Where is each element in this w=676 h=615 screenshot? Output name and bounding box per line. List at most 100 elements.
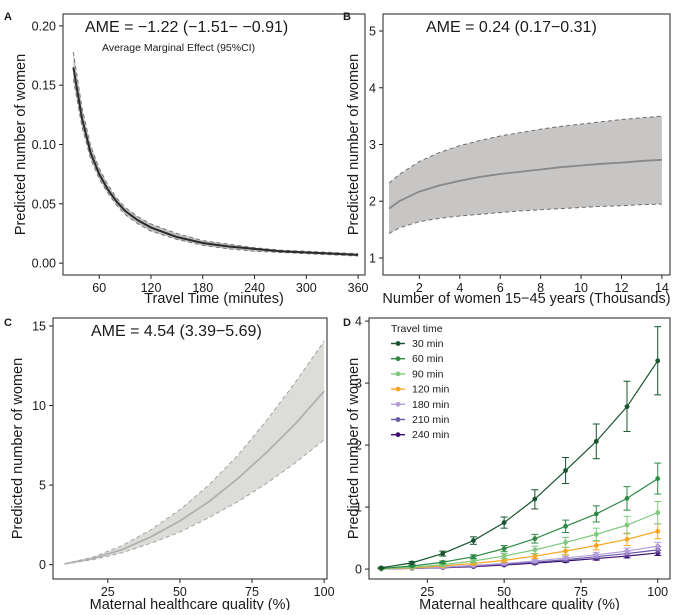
data-point xyxy=(593,543,599,548)
data-point xyxy=(471,538,476,543)
data-point xyxy=(655,476,661,481)
panel-letter: B xyxy=(343,11,351,23)
y-tick-label: 10 xyxy=(32,399,46,413)
legend-swatch-point xyxy=(395,356,401,362)
x-tick-label: 12 xyxy=(615,281,629,295)
y-tick-label: 0.20 xyxy=(32,19,56,33)
data-point xyxy=(409,560,415,566)
x-tick-label: 60 xyxy=(92,281,106,295)
data-point xyxy=(655,528,661,534)
data-point xyxy=(563,555,568,561)
confidence-band xyxy=(64,341,325,565)
data-point xyxy=(532,553,538,559)
y-tick-label: 1 xyxy=(369,251,376,265)
panel-a: A 60 120 180 240 300 360 0.00 0.05 0.10 0.15 0.20 Tr… xyxy=(4,11,369,307)
ame-annotation: AME = −1.22 (−1.51− −0.91) xyxy=(85,19,288,36)
data-point xyxy=(440,551,446,556)
panel-letter: A xyxy=(4,11,12,23)
legend-swatch-point xyxy=(395,341,401,346)
x-tick-label: 100 xyxy=(314,585,335,599)
upper-bound-line xyxy=(64,340,325,565)
ame-annotation: AME = 0.24 (0.17−0.31) xyxy=(426,19,597,36)
x-axis-label: Maternal healthcare quality (%) xyxy=(419,597,620,610)
legend-label: 30 min xyxy=(412,338,444,350)
x-tick-label: 75 xyxy=(245,585,259,599)
lower-bound-line xyxy=(64,439,325,565)
legend-label: 60 min xyxy=(412,353,444,365)
confidence-band xyxy=(389,116,662,234)
legend-swatch-point xyxy=(395,401,401,407)
x-axis-label: Number of women 15−45 years (Thousands) xyxy=(382,291,670,307)
data-point xyxy=(624,522,630,528)
y-tick-label: 4 xyxy=(369,81,376,95)
data-point xyxy=(563,548,568,554)
legend-swatch-point xyxy=(395,417,401,422)
ame-subtitle: Average Marginal Effect (95%CI) xyxy=(102,42,255,54)
data-point xyxy=(563,523,568,529)
data-point xyxy=(532,536,538,542)
data-point xyxy=(593,511,599,517)
plot-frame xyxy=(52,317,328,580)
x-tick-label: 4 xyxy=(456,281,463,295)
series-line xyxy=(381,545,658,570)
data-point xyxy=(501,553,507,559)
data-point xyxy=(532,547,538,553)
data-point xyxy=(563,540,568,545)
data-point xyxy=(593,531,599,537)
y-axis-label: Predicted number of women xyxy=(13,54,29,235)
ame-annotation: AME = 4.54 (3.39−5.69) xyxy=(91,323,262,340)
panel-c: C 25 50 75 100 0 5 10 15 Maternal healthcare qual… xyxy=(4,317,335,613)
y-tick-label: 0.15 xyxy=(32,79,56,93)
legend-label: 90 min xyxy=(412,368,444,380)
y-tick-label: 3 xyxy=(355,377,362,391)
lower-bound-line xyxy=(388,203,662,235)
y-tick-label: 5 xyxy=(369,25,376,39)
y-axis-label: Predicted number of women xyxy=(346,358,362,539)
legend-swatch-point xyxy=(395,432,401,438)
data-point xyxy=(624,548,630,554)
y-tick-label: 2 xyxy=(369,195,376,209)
data-point xyxy=(501,520,507,525)
y-tick-label: 0.00 xyxy=(32,257,56,271)
y-tick-label: 4 xyxy=(355,315,362,329)
data-point xyxy=(532,496,538,502)
data-point xyxy=(501,558,507,563)
y-axis-label: Predicted number of women xyxy=(10,358,26,539)
x-tick-label: 100 xyxy=(647,585,668,599)
y-tick-label: 5 xyxy=(39,479,46,493)
series-line xyxy=(381,360,659,569)
data-point xyxy=(471,554,476,560)
mean-line xyxy=(388,158,662,210)
data-point xyxy=(593,438,599,444)
data-point xyxy=(655,358,661,364)
legend-swatch-point xyxy=(395,386,401,392)
mean-line xyxy=(72,67,359,256)
y-tick-label: 0 xyxy=(355,563,362,577)
data-point xyxy=(501,546,507,552)
mean-line xyxy=(64,390,325,565)
legend-label: 180 min xyxy=(412,399,450,411)
legend: Travel time 30 min 60 min 90 min 120 min 180 … xyxy=(391,323,450,441)
x-tick-label: 10 xyxy=(574,281,588,295)
data-point xyxy=(471,558,476,564)
panel-letter: D xyxy=(343,317,351,329)
y-tick-label: 1 xyxy=(355,501,362,515)
y-tick-label: 3 xyxy=(369,138,376,152)
x-tick-label: 75 xyxy=(574,585,588,599)
y-axis-label: Predicted number of women xyxy=(346,54,362,235)
x-tick-label: 25 xyxy=(420,585,434,599)
panel-letter: C xyxy=(4,317,12,329)
x-axis-label: Travel Time (minutes) xyxy=(144,291,284,307)
plot-frame xyxy=(368,317,671,580)
data-point xyxy=(624,536,630,542)
x-tick-label: 120 xyxy=(141,281,162,295)
legend-label: 120 min xyxy=(412,384,450,396)
data-point xyxy=(532,558,538,564)
y-tick-label: 0 xyxy=(39,558,46,572)
data-point xyxy=(655,543,661,549)
legend-swatch-point xyxy=(395,371,401,377)
legend-label: 240 min xyxy=(412,429,450,441)
data-point xyxy=(655,510,661,516)
x-tick-label: 360 xyxy=(348,281,369,295)
